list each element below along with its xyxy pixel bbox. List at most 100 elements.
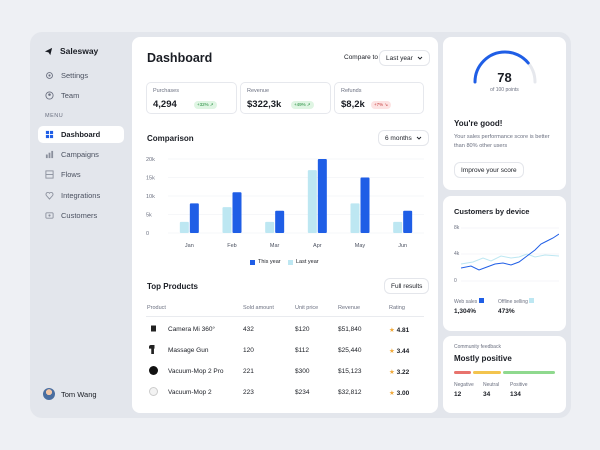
table-row[interactable]: Camera Mi 360° 432 $120 $51,840 ★ 4.81 — [132, 320, 438, 340]
positive-value: 134 — [510, 391, 521, 398]
score-headline: You're good! — [454, 119, 503, 128]
revenue: $15,123 — [338, 368, 362, 375]
unit-price: $234 — [295, 389, 310, 396]
compare-dropdown[interactable]: Last year — [379, 50, 430, 66]
community-feedback-card: Community feedback Mostly positive Negat… — [443, 336, 566, 413]
top-products-title: Top Products — [147, 282, 198, 291]
massage-gun-icon — [149, 345, 158, 354]
x-tick-label: Apr — [313, 243, 322, 249]
sidebar-item-campaigns[interactable]: Campaigns — [38, 146, 124, 163]
table-row[interactable]: Massage Gun 120 $112 $25,440 ★ 3.44 — [132, 341, 438, 361]
grid-icon — [45, 130, 54, 139]
integrations-icon — [45, 192, 54, 200]
user-name: Tom Wang — [61, 389, 97, 399]
x-tick-label: Feb — [227, 243, 236, 249]
bar-this-year — [403, 210, 413, 233]
legend-swatch — [529, 298, 535, 303]
column-header-revenue: Revenue — [338, 305, 361, 311]
feedback-title: Mostly positive — [454, 354, 512, 363]
y-tick-label: 15k — [146, 176, 155, 182]
chevron-down-icon — [416, 136, 422, 140]
period-dropdown[interactable]: 6 months — [378, 130, 429, 146]
y-tick: 4k — [454, 251, 460, 257]
menu-caption: MENU — [45, 113, 64, 119]
main-panel: Dashboard Compare to Last year Purchases… — [132, 37, 438, 413]
unit-price: $120 — [295, 326, 310, 333]
bar-last-year — [307, 170, 317, 233]
score-gauge — [473, 50, 537, 84]
product-name: Massage Gun — [168, 347, 209, 354]
legend-last-year: Last year — [288, 259, 319, 265]
y-tick-label: 20k — [146, 157, 155, 163]
product-name: Vacuum-Mop 2 — [168, 389, 212, 396]
score-text: Your sales performance score is better t… — [454, 134, 550, 149]
sold-amount: 120 — [243, 347, 254, 354]
improve-score-button[interactable]: Improve your score — [454, 162, 524, 178]
bar-last-year — [179, 221, 189, 233]
sidebar-item-dashboard[interactable]: Dashboard — [38, 126, 124, 143]
negative-label: Negative — [454, 382, 474, 388]
neutral-value: 34 — [483, 391, 491, 398]
customers-by-device-card: Customers by device 8k 4k 0 Web sales 1,… — [443, 196, 566, 331]
product-name: Vacuum-Mop 2 Pro — [168, 368, 224, 375]
camera-icon — [151, 324, 156, 333]
star-icon: ★ — [389, 369, 395, 376]
devices-title: Customers by device — [454, 207, 530, 216]
sidebar-item-flows[interactable]: Flows — [38, 166, 124, 183]
star-icon: ★ — [389, 327, 395, 334]
legend-label: Last year — [296, 259, 319, 265]
bar-last-year — [222, 207, 232, 233]
offline-selling-value: 473% — [498, 308, 515, 315]
y-tick-label: 0 — [146, 231, 149, 237]
stat-badge: +49% ↗ — [291, 101, 314, 109]
y-tick-label: 10k — [146, 194, 155, 200]
legend-swatch — [478, 298, 484, 303]
sold-amount: 221 — [243, 368, 254, 375]
compare-label: Compare to — [344, 54, 378, 61]
full-results-button[interactable]: Full results — [384, 278, 430, 294]
sidebar-item-integrations[interactable]: Integrations — [38, 187, 124, 204]
unit-price: $112 — [295, 347, 309, 354]
page-title: Dashboard — [147, 51, 213, 65]
legend-swatch — [288, 259, 293, 265]
user-profile[interactable]: Tom Wang — [43, 388, 97, 400]
table-row[interactable]: Vacuum-Mop 2 223 $234 $32,812 ★ 3.00 — [132, 383, 438, 403]
brand[interactable]: Salesway — [44, 46, 98, 56]
customers-icon — [45, 212, 54, 219]
bar-last-year — [265, 221, 275, 233]
rating-value: 4.81 — [396, 327, 410, 334]
web-sales-label-text: Web sales — [454, 299, 478, 305]
negative-value: 12 — [454, 391, 462, 398]
product-name: Camera Mi 360° — [168, 326, 216, 333]
unit-price: $300 — [295, 368, 310, 375]
sidebar-item-team[interactable]: Team — [38, 87, 124, 104]
sidebar-item-settings[interactable]: Settings — [38, 67, 124, 84]
column-header-price: Unit price — [295, 305, 319, 311]
stat-value: $322,3k — [247, 99, 282, 110]
sidebar: Salesway Settings Team MENU Dashboard Ca… — [30, 32, 130, 418]
improve-score-label: Improve your score — [461, 166, 517, 174]
table-row[interactable]: Vacuum-Mop 2 Pro 221 $300 $15,123 ★ 3.22 — [132, 362, 438, 382]
column-header-rating: Rating — [389, 305, 405, 311]
stat-value: $8,2k — [341, 99, 365, 110]
bar-last-year — [393, 221, 403, 233]
bar-this-year — [232, 192, 242, 233]
positive-label: Positive — [510, 382, 528, 388]
devices-line-chart — [461, 227, 559, 282]
x-tick-label: Jan — [185, 243, 194, 249]
sidebar-item-customers[interactable]: Customers — [38, 207, 124, 224]
rating-value: 3.44 — [396, 348, 410, 355]
bar-last-year — [350, 203, 360, 233]
rating-value: 3.22 — [396, 369, 410, 376]
stat-value: 4,294 — [153, 99, 177, 110]
x-tick-label: Mar — [270, 243, 280, 249]
web-sales-label: Web sales — [454, 298, 484, 305]
offline-selling-label: Offline selling — [498, 298, 535, 305]
neutral-label: Neutral — [483, 382, 500, 388]
brand-name: Salesway — [60, 46, 99, 56]
full-results-label: Full results — [391, 282, 423, 290]
star-icon: ★ — [389, 348, 395, 355]
column-header-sold: Sold amount — [243, 305, 274, 311]
sidebar-item-label: Customers — [61, 211, 98, 220]
offline-selling-line — [461, 253, 559, 265]
